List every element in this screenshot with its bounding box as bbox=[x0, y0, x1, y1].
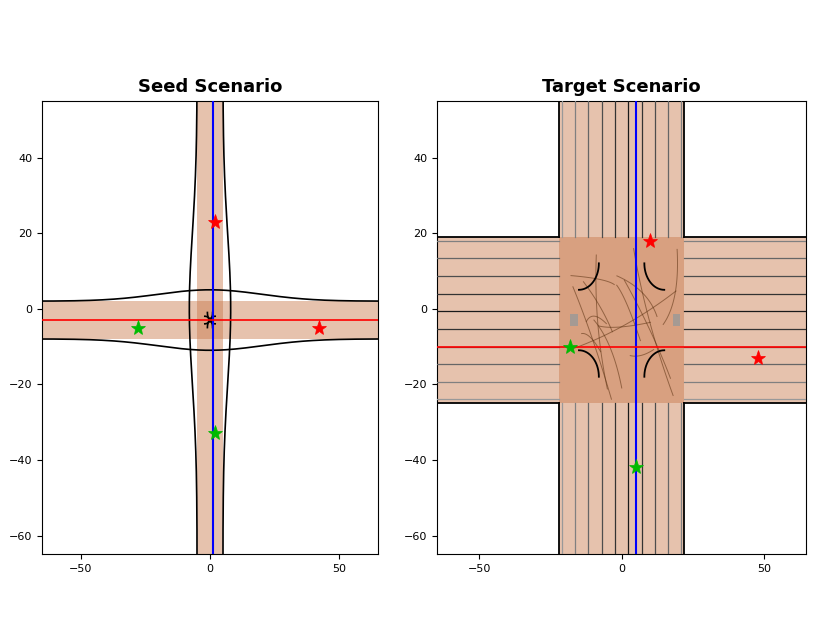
Title: Seed Scenario: Seed Scenario bbox=[138, 79, 282, 96]
Bar bbox=[673, 314, 680, 326]
Polygon shape bbox=[197, 0, 223, 630]
Polygon shape bbox=[338, 237, 840, 403]
Polygon shape bbox=[559, 0, 684, 630]
Title: Target Scenario: Target Scenario bbox=[543, 79, 701, 96]
Bar bbox=[570, 314, 578, 326]
Polygon shape bbox=[0, 301, 469, 339]
